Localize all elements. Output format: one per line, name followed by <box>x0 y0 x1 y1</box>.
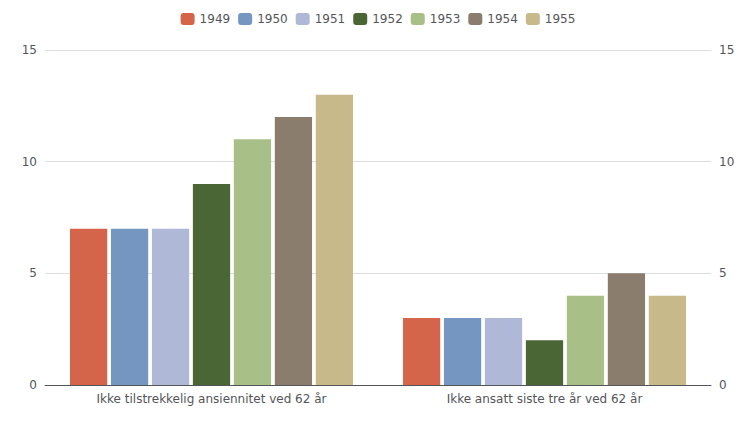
svg-text:1952: 1952 <box>372 12 403 26</box>
svg-text:10: 10 <box>22 155 37 169</box>
svg-text:1954: 1954 <box>487 12 518 26</box>
svg-text:1950: 1950 <box>257 12 288 26</box>
svg-text:15: 15 <box>22 43 37 57</box>
svg-text:1951: 1951 <box>315 12 346 26</box>
svg-text:0: 0 <box>719 378 727 392</box>
svg-text:5: 5 <box>719 266 727 280</box>
svg-text:5: 5 <box>29 266 37 280</box>
svg-text:0: 0 <box>29 378 37 392</box>
svg-text:Ikke ansatt siste tre år ved 6: Ikke ansatt siste tre år ved 62 år <box>447 392 643 406</box>
svg-text:1949: 1949 <box>200 12 231 26</box>
svg-text:15: 15 <box>719 43 734 57</box>
svg-text:Ikke tilstrekkelig ansiennitet: Ikke tilstrekkelig ansiennitet ved 62 år <box>97 392 327 406</box>
svg-text:1955: 1955 <box>545 12 576 26</box>
svg-text:1953: 1953 <box>430 12 461 26</box>
svg-text:10: 10 <box>719 155 734 169</box>
